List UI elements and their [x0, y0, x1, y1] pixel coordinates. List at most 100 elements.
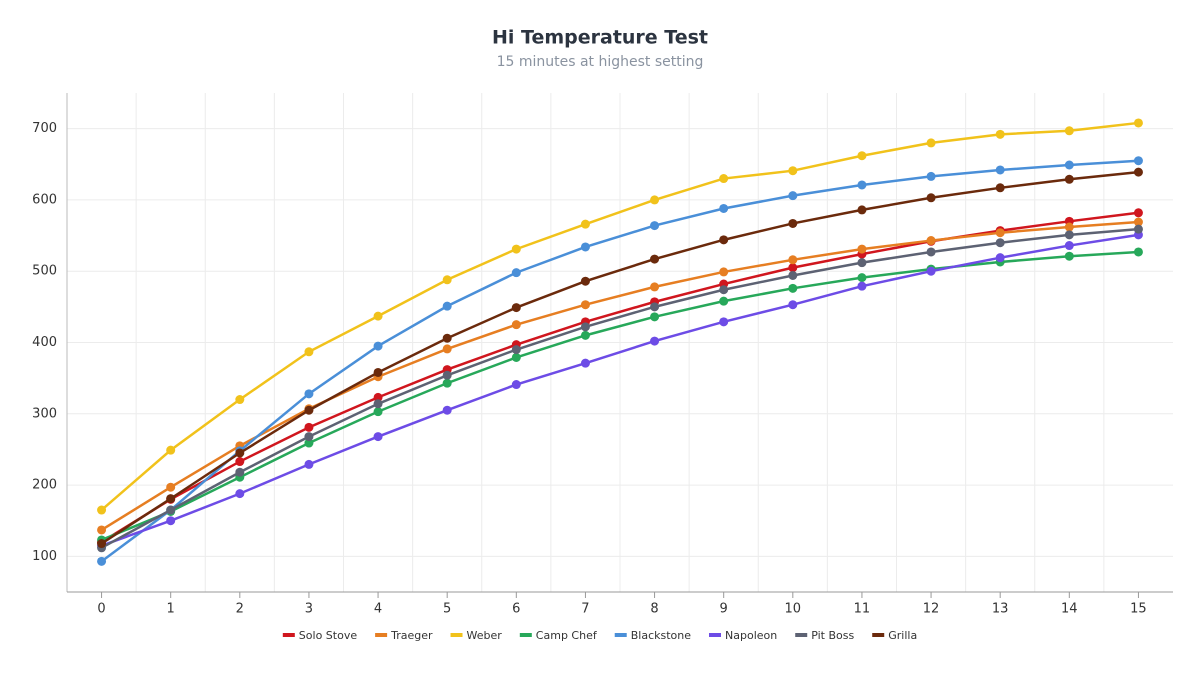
chart-title: Hi Temperature Test — [492, 27, 708, 49]
legend-swatch — [519, 633, 532, 637]
point — [97, 505, 107, 515]
point — [442, 333, 452, 343]
point — [719, 203, 729, 213]
point — [1133, 208, 1143, 218]
point — [442, 344, 452, 354]
point — [1133, 156, 1143, 166]
x-tick-label: 4 — [374, 602, 382, 617]
point — [373, 341, 383, 351]
point — [166, 505, 176, 515]
legend-label: Pit Boss — [811, 629, 854, 642]
point — [235, 467, 245, 477]
point — [373, 399, 383, 409]
point — [857, 205, 867, 215]
point — [1133, 247, 1143, 257]
y-tick-label: 100 — [32, 549, 57, 564]
point — [788, 300, 798, 310]
x-tick-label: 2 — [236, 602, 244, 617]
series-line — [100, 159, 1139, 563]
point — [373, 367, 383, 377]
point — [442, 405, 452, 415]
point — [788, 263, 798, 273]
point — [511, 268, 521, 278]
legend-label: Napoleon — [725, 629, 777, 642]
point — [1064, 222, 1074, 232]
chart-subtitle: 15 minutes at highest setting — [497, 54, 704, 70]
x-tick-label: 9 — [720, 602, 728, 617]
point — [304, 422, 314, 432]
point — [995, 129, 1005, 139]
point — [788, 255, 798, 265]
point — [580, 358, 590, 368]
point — [926, 171, 936, 181]
x-tick-label: 10 — [785, 602, 802, 617]
point — [1064, 230, 1074, 240]
point — [580, 276, 590, 286]
x-tick-label: 0 — [97, 602, 105, 617]
series-line — [100, 227, 1139, 549]
point — [442, 275, 452, 285]
x-tick-label: 11 — [854, 602, 871, 617]
point — [788, 218, 798, 228]
point — [1064, 251, 1074, 261]
point — [304, 438, 314, 448]
legend-swatch — [282, 633, 295, 637]
x-tick-label: 15 — [1130, 602, 1147, 617]
x-tick-label: 14 — [1061, 602, 1078, 617]
point — [166, 482, 176, 492]
series-line — [100, 121, 1139, 511]
point — [1133, 118, 1143, 128]
point — [373, 311, 383, 321]
point — [719, 174, 729, 184]
point — [788, 191, 798, 201]
point — [857, 258, 867, 268]
point — [235, 395, 245, 405]
legend-swatch — [795, 633, 808, 637]
point — [580, 300, 590, 310]
legend-label: Grilla — [888, 629, 917, 642]
point — [304, 389, 314, 399]
point — [995, 165, 1005, 175]
x-tick-label: 6 — [512, 602, 520, 617]
series-line — [101, 233, 1139, 547]
point — [995, 228, 1005, 238]
y-tick-label: 300 — [32, 406, 57, 421]
point — [511, 303, 521, 313]
point — [1133, 224, 1143, 234]
point — [926, 266, 936, 276]
point — [1064, 241, 1074, 251]
point — [719, 317, 729, 327]
point — [995, 238, 1005, 248]
point — [373, 432, 383, 442]
point — [97, 556, 107, 566]
y-tick-label: 600 — [32, 192, 57, 207]
point — [511, 320, 521, 330]
x-tick-label: 12 — [923, 602, 940, 617]
point — [580, 242, 590, 252]
point — [650, 195, 660, 205]
point — [511, 380, 521, 390]
legend: Solo Stove Traeger Weber Camp Chef Blackston… — [282, 629, 917, 642]
point — [650, 282, 660, 292]
x-tick-label: 1 — [167, 602, 175, 617]
point — [926, 236, 936, 246]
point — [1064, 174, 1074, 184]
point — [235, 448, 245, 458]
point — [373, 392, 383, 402]
point — [511, 244, 521, 254]
point — [1064, 126, 1074, 136]
point — [97, 539, 107, 549]
x-tick-label: 3 — [305, 602, 313, 617]
y-tick-label: 200 — [32, 478, 57, 493]
point — [442, 301, 452, 311]
legend-label: Camp Chef — [536, 629, 598, 642]
x-tick-label: 13 — [992, 602, 1009, 617]
point — [788, 166, 798, 176]
point — [857, 151, 867, 161]
x-tick-label: 7 — [581, 602, 589, 617]
point — [926, 138, 936, 148]
point — [719, 267, 729, 277]
point — [788, 283, 798, 293]
x-tick-label: 5 — [443, 602, 451, 617]
point — [1064, 160, 1074, 170]
